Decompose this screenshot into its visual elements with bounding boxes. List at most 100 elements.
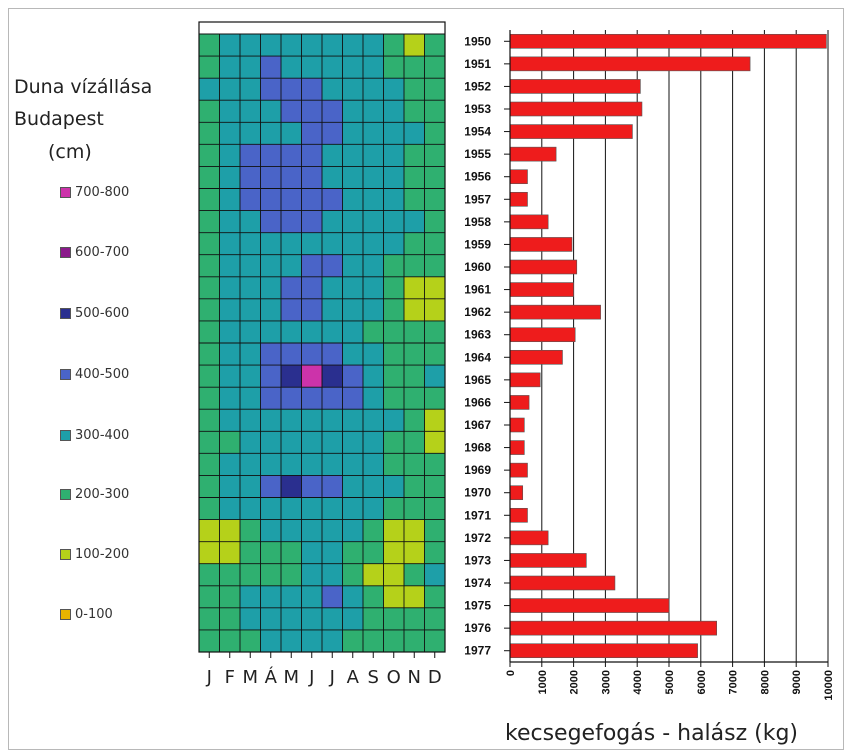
heatmap-cell xyxy=(301,320,323,344)
heatmap-cell xyxy=(281,475,302,498)
heatmap-cell xyxy=(424,188,446,212)
bar xyxy=(509,349,563,365)
heatmap-cell xyxy=(260,78,282,101)
heatmap-cell xyxy=(240,100,261,123)
month-label: D xyxy=(428,667,442,688)
bar xyxy=(509,304,601,320)
heatmap-cell xyxy=(301,629,323,653)
heatmap-cell xyxy=(260,409,282,432)
heatmap-cell xyxy=(240,563,261,587)
heatmap-cell xyxy=(199,254,220,278)
heatmap-cell xyxy=(199,343,220,366)
heatmap-cell xyxy=(281,78,302,101)
heatmap-cell xyxy=(363,166,384,189)
heatmap-cell xyxy=(281,144,302,167)
heatmap-cell xyxy=(260,210,282,234)
heatmap-cell xyxy=(363,122,384,145)
heatmap-cell xyxy=(342,188,364,212)
x-tick-label: 9000 xyxy=(791,670,803,694)
heatmap-cell xyxy=(281,232,302,256)
heatmap-cell xyxy=(240,320,261,344)
heatmap-cell xyxy=(424,629,446,653)
heatmap-cell xyxy=(322,607,343,631)
heatmap-cell xyxy=(342,254,364,278)
heatmap-cell xyxy=(281,365,302,388)
heatmap-cell xyxy=(219,519,241,543)
heatmap-cell xyxy=(424,298,446,322)
heatmap-cell xyxy=(240,585,261,609)
x-tick-label: 5000 xyxy=(664,670,676,694)
bar xyxy=(509,620,717,636)
heatmap-cell xyxy=(260,298,282,322)
heatmap-cell xyxy=(199,122,220,145)
year-label: 1959 xyxy=(464,237,491,251)
heatmap-cell xyxy=(424,34,446,57)
heatmap-cell xyxy=(342,453,364,476)
heatmap-cell xyxy=(199,276,220,300)
x-tick-label: 2000 xyxy=(569,670,581,694)
heatmap-cell xyxy=(424,100,446,123)
heatmap-cell xyxy=(219,431,241,454)
heatmap-cell xyxy=(363,34,384,57)
heatmap-cell xyxy=(363,276,384,300)
heatmap-cell xyxy=(424,210,446,234)
heatmap-cell xyxy=(424,409,446,432)
year-label: 1950 xyxy=(464,34,491,48)
heatmap-cell xyxy=(322,78,343,101)
heatmap-cell xyxy=(240,188,261,212)
heatmap-cell xyxy=(199,144,220,167)
heatmap-cell xyxy=(383,431,405,454)
heatmap-cell xyxy=(322,254,343,278)
x-tick-label: 6000 xyxy=(696,670,708,694)
heatmap-cell xyxy=(342,365,364,388)
heatmap-cell xyxy=(281,343,302,366)
heatmap-cell xyxy=(240,254,261,278)
heatmap-cell xyxy=(404,519,425,543)
month-label: Á xyxy=(265,666,278,688)
heatmap-cell xyxy=(404,453,425,476)
month-label: O xyxy=(387,667,401,688)
heatmap-cell xyxy=(322,100,343,123)
heatmap-cell xyxy=(424,541,446,565)
bar xyxy=(509,553,587,568)
heatmap-cell xyxy=(281,100,302,123)
heatmap-cell xyxy=(281,276,302,300)
heatmap-cell xyxy=(322,166,343,189)
heatmap-cell xyxy=(281,298,302,322)
legend-title-line-3: (cm) xyxy=(48,141,92,163)
heatmap-cell xyxy=(219,475,241,498)
heatmap-cell xyxy=(199,188,220,212)
heatmap-cell xyxy=(260,188,282,212)
heatmap-cell xyxy=(240,298,261,322)
heatmap-cell xyxy=(404,409,425,432)
heatmap-cell xyxy=(199,585,220,609)
heatmap-cell xyxy=(240,232,261,256)
heatmap-cell xyxy=(404,541,425,565)
heatmap-cell xyxy=(383,56,405,79)
heatmap-cell xyxy=(219,34,241,57)
heatmap-cell xyxy=(424,166,446,189)
month-label: J xyxy=(206,667,212,688)
heatmap-cell xyxy=(240,387,261,410)
heatmap-cell xyxy=(301,343,323,366)
heatmap-cell xyxy=(260,629,282,653)
bar xyxy=(509,507,528,523)
bar xyxy=(509,33,827,49)
heatmap-cell xyxy=(383,320,405,344)
heatmap-cell xyxy=(322,475,343,498)
x-tick-label: 7000 xyxy=(728,670,740,694)
month-label: F xyxy=(225,667,235,688)
heatmap-cell xyxy=(219,409,241,432)
heatmap-cell xyxy=(363,607,384,631)
heatmap-cell xyxy=(240,56,261,79)
heatmap-cell xyxy=(383,188,405,212)
legend-label: 0-100 xyxy=(75,606,113,622)
heatmap-cell xyxy=(383,519,405,543)
heatmap-cell xyxy=(240,343,261,366)
x-axis-title: kecsegefogás - halász (kg) xyxy=(505,721,799,746)
heatmap-cell xyxy=(342,541,364,565)
heatmap-cell xyxy=(424,365,446,388)
heatmap-cell xyxy=(363,56,384,79)
heatmap-cell xyxy=(383,232,405,256)
